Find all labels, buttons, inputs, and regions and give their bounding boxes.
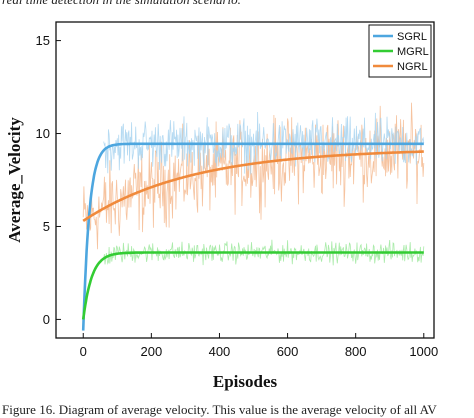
series-line-sgrl — [81, 142, 424, 331]
x-tick-label: 1000 — [409, 344, 438, 359]
y-tick-label: 0 — [43, 312, 50, 327]
x-tick-label: 0 — [80, 344, 87, 359]
y-axis-label: Average_Velocity — [5, 117, 24, 243]
x-tick-label: 400 — [209, 344, 231, 359]
legend: SGRL MGRL NGRL — [368, 24, 432, 78]
legend-label-mgrl: MGRL — [397, 46, 429, 58]
y-tick-label: 5 — [43, 219, 50, 234]
y-tick-label: 15 — [36, 33, 50, 48]
raw-trace-sgrl — [103, 111, 425, 175]
legend-label-sgrl: SGRL — [397, 31, 427, 43]
x-tick-label: 800 — [345, 344, 367, 359]
legend-label-ngrl: NGRL — [397, 61, 428, 73]
series-line-ngrl — [82, 150, 424, 222]
x-tick-label: 600 — [277, 344, 299, 359]
y-tick-label: 10 — [36, 126, 50, 141]
top-caption: real time detection in the simulation sc… — [2, 0, 241, 8]
x-axis-label: Episodes — [213, 372, 278, 391]
series-line-mgrl — [81, 251, 424, 320]
x-tick-label: 200 — [140, 344, 162, 359]
bottom-caption: Figure 16. Diagram of average velocity. … — [2, 402, 437, 417]
raw-trace-ngrl — [82, 102, 425, 250]
plot-frame — [55, 21, 435, 339]
